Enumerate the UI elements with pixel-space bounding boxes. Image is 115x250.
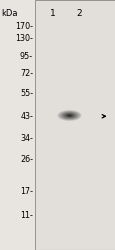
Text: 95-: 95-: [20, 52, 33, 61]
Text: 72-: 72-: [20, 69, 33, 78]
Bar: [36, 1, 114, 249]
Text: 1: 1: [49, 9, 55, 18]
Text: 55-: 55-: [20, 89, 33, 98]
Text: 11-: 11-: [20, 210, 33, 220]
Text: 26-: 26-: [20, 156, 33, 164]
Text: 170-: 170-: [15, 22, 33, 31]
Text: 34-: 34-: [20, 134, 33, 143]
Text: 130-: 130-: [15, 34, 33, 43]
Text: kDa: kDa: [1, 9, 17, 18]
Text: 2: 2: [76, 9, 82, 18]
Bar: [34, 0, 115, 250]
Text: 17-: 17-: [20, 187, 33, 196]
Text: 43-: 43-: [20, 112, 33, 121]
